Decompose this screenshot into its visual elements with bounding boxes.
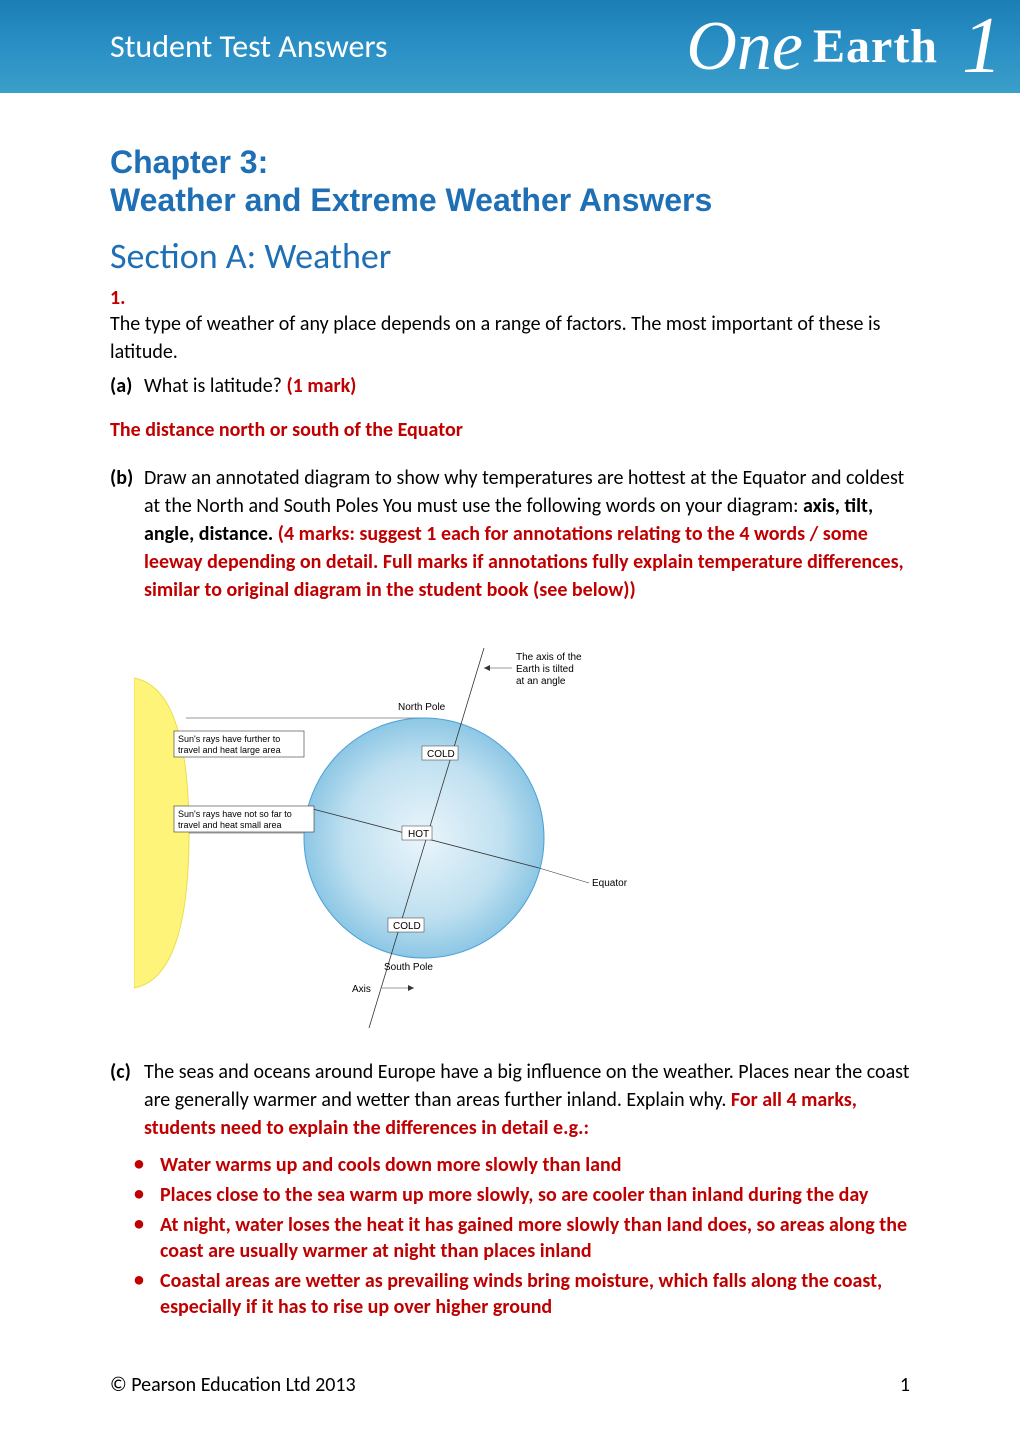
hot-label: HOT bbox=[408, 829, 429, 840]
sub-q-text-b: Draw an annotated diagram to show why te… bbox=[144, 466, 904, 518]
box2-l1: Sun's rays have not so far to bbox=[178, 809, 292, 819]
page-header: Student Test Answers One Earth 1 bbox=[0, 0, 1020, 93]
box2-l2: travel and heat small area bbox=[178, 820, 282, 830]
sub-q-body-c: The seas and oceans around Europe have a… bbox=[144, 1058, 910, 1142]
question-number: 1. bbox=[110, 286, 910, 310]
box1-l1: Sun's rays have further to bbox=[178, 734, 280, 744]
logo-earth-text: Earth bbox=[813, 19, 938, 74]
box1-l2: travel and heat large area bbox=[178, 745, 281, 755]
bullet-row: • Coastal areas are wetter as prevailing… bbox=[134, 1268, 910, 1320]
axis-arrow bbox=[408, 985, 414, 991]
sub-q-letter-b: (b) bbox=[110, 464, 144, 604]
bullet-text: Water warms up and cools down more slowl… bbox=[160, 1152, 910, 1178]
sub-q-text-a: What is latitude? bbox=[144, 374, 286, 398]
axis-label: Axis bbox=[352, 984, 371, 995]
page-footer: © Pearson Education Ltd 2013 1 bbox=[110, 1373, 910, 1397]
bullet-icon: • bbox=[134, 1182, 160, 1206]
section-title: Section A: Weather bbox=[110, 234, 910, 278]
answer-c-bullets: • Water warms up and cools down more slo… bbox=[134, 1152, 910, 1320]
chapter-title: Chapter 3: Weather and Extreme Weather A… bbox=[110, 143, 910, 220]
bullet-icon: • bbox=[134, 1212, 160, 1236]
axis-note-l1: The axis of the bbox=[516, 652, 582, 663]
chapter-title-line2: Weather and Extreme Weather Answers bbox=[110, 182, 712, 218]
axis-note-arrow bbox=[484, 665, 490, 671]
cold-top-label: COLD bbox=[427, 749, 455, 760]
axis-note-l3: at an angle bbox=[516, 676, 566, 687]
bullet-row: • Places close to the sea warm up more s… bbox=[134, 1182, 910, 1208]
bullet-row: • Water warms up and cools down more slo… bbox=[134, 1152, 910, 1178]
question-intro: The type of weather of any place depends… bbox=[110, 310, 910, 366]
logo-num: 1 bbox=[962, 1, 1002, 92]
bullet-text: At night, water loses the heat it has ga… bbox=[160, 1212, 910, 1264]
south-pole-label: South Pole bbox=[384, 962, 433, 973]
copyright: © Pearson Education Ltd 2013 bbox=[110, 1373, 356, 1397]
diagram-svg: Sun's rays have further to travel and he… bbox=[134, 638, 634, 1028]
sub-q-body-a: What is latitude? (1 mark) bbox=[144, 372, 910, 400]
brand-logo: One Earth 1 bbox=[686, 4, 1002, 89]
bullet-icon: • bbox=[134, 1268, 160, 1292]
sub-q-body-b: Draw an annotated diagram to show why te… bbox=[144, 464, 910, 604]
cold-bottom-label: COLD bbox=[393, 921, 421, 932]
bullet-text: Coastal areas are wetter as prevailing w… bbox=[160, 1268, 910, 1320]
chapter-title-line1: Chapter 3: bbox=[110, 144, 268, 180]
sub-q-letter-c: (c) bbox=[110, 1058, 144, 1142]
axis-note-l2: Earth is tilted bbox=[516, 664, 574, 675]
equator-leader bbox=[539, 868, 589, 883]
sub-question-c: (c) The seas and oceans around Europe ha… bbox=[110, 1058, 910, 1142]
earth-diagram: Sun's rays have further to travel and he… bbox=[134, 638, 634, 1028]
bullet-row: • At night, water loses the heat it has … bbox=[134, 1212, 910, 1264]
equator-label: Equator bbox=[592, 878, 628, 889]
page-content: Chapter 3: Weather and Extreme Weather A… bbox=[0, 93, 1020, 1320]
page-number: 1 bbox=[900, 1373, 910, 1397]
bullet-text: Places close to the sea warm up more slo… bbox=[160, 1182, 910, 1208]
sub-q-letter-a: (a) bbox=[110, 372, 144, 400]
sub-question-a: (a) What is latitude? (1 mark) bbox=[110, 372, 910, 400]
header-title: Student Test Answers bbox=[110, 27, 388, 66]
north-pole-label: North Pole bbox=[398, 702, 446, 713]
sun-shape bbox=[134, 678, 189, 988]
mark-a: (1 mark) bbox=[286, 374, 356, 398]
bullet-icon: • bbox=[134, 1152, 160, 1176]
answer-a: The distance north or south of the Equat… bbox=[110, 416, 910, 444]
logo-one-text: One bbox=[686, 7, 803, 87]
sub-question-b: (b) Draw an annotated diagram to show wh… bbox=[110, 464, 910, 604]
